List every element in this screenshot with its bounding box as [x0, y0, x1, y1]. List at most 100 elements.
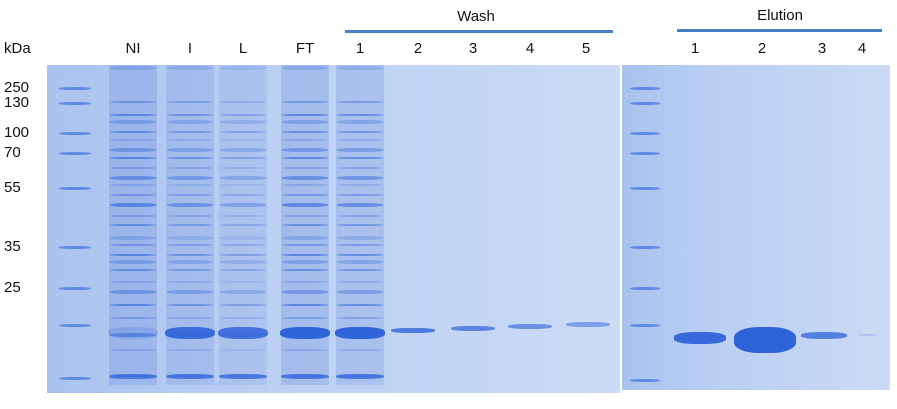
gel-band: [337, 349, 383, 351]
gel-band: [337, 184, 383, 186]
gel-band: [220, 148, 266, 152]
gel-band: [282, 131, 328, 133]
gel-band: [110, 317, 156, 319]
gel-left: [47, 65, 620, 393]
gel-band: [220, 290, 266, 294]
lane-label: 5: [581, 40, 591, 57]
gel-band: [337, 244, 383, 246]
gel-band: [167, 236, 213, 240]
lane-label: 4: [857, 40, 867, 57]
lane-label: NI: [125, 40, 141, 57]
marker-label: 35: [4, 238, 21, 255]
wash-label: Wash: [457, 8, 495, 25]
gel-band: [218, 327, 268, 339]
gel-band: [630, 186, 660, 190]
gel-band: [167, 139, 213, 141]
gel-right: [622, 65, 890, 390]
gel-band: [110, 101, 156, 103]
gel-band: [110, 281, 156, 283]
gel-band: [220, 317, 266, 319]
gel-band: [59, 245, 91, 249]
gel-band: [110, 290, 156, 294]
gel-band: [282, 269, 328, 271]
gel-band: [167, 304, 213, 306]
gel-band: [166, 373, 214, 379]
gel-band: [282, 194, 328, 196]
gel-band: [858, 334, 878, 336]
lane-label: 2: [413, 40, 423, 57]
lane-label: 3: [817, 40, 827, 57]
gel-band: [337, 176, 383, 180]
gel-band: [167, 131, 213, 133]
gel-band: [566, 321, 610, 327]
gel-band: [282, 184, 328, 186]
gel-band: [110, 215, 156, 217]
gel-band: [110, 224, 156, 226]
gel-band: [220, 157, 266, 159]
lane-label: I: [187, 40, 193, 57]
gel-band: [337, 254, 383, 256]
gel-band: [220, 131, 266, 133]
elution-label: Elution: [757, 7, 803, 24]
gel-band: [110, 120, 156, 124]
gel-band: [451, 325, 495, 331]
gel-band: [337, 66, 383, 70]
gel-band: [220, 215, 266, 217]
gel-band: [282, 304, 328, 306]
gel-band: [167, 269, 213, 271]
gel-band: [337, 236, 383, 240]
gel-band: [337, 224, 383, 226]
gel-band: [167, 157, 213, 159]
gel-band: [59, 323, 91, 327]
gel-band: [220, 203, 266, 207]
lane-label: 4: [525, 40, 535, 57]
gel-band: [337, 269, 383, 271]
gel-band: [282, 260, 328, 264]
gel-band: [336, 373, 384, 379]
gel-band: [337, 304, 383, 306]
gel-band: [337, 215, 383, 217]
gel-band: [59, 86, 91, 90]
gel-band: [630, 131, 660, 135]
gel-band: [337, 157, 383, 159]
gel-band: [167, 120, 213, 124]
gel-band: [337, 290, 383, 294]
gel-band: [220, 304, 266, 306]
wash-bracket: [345, 30, 613, 33]
gel-band: [282, 114, 328, 116]
lane-label: 1: [355, 40, 365, 57]
gel-band: [282, 66, 328, 70]
gel-band: [337, 203, 383, 207]
gel-band: [220, 139, 266, 141]
gel-band: [282, 317, 328, 319]
gel-band: [110, 254, 156, 256]
gel-band: [220, 260, 266, 264]
lane-label: 1: [690, 40, 700, 57]
marker-label: 70: [4, 144, 21, 161]
gel-band: [110, 139, 156, 141]
gel-band: [630, 286, 660, 290]
gel-band: [282, 148, 328, 152]
gel-band: [337, 194, 383, 196]
gel-band: [508, 323, 552, 329]
gel-band: [220, 194, 266, 196]
gel-band: [110, 184, 156, 186]
gel-band: [110, 114, 156, 116]
gel-band: [110, 194, 156, 196]
gel-band: [734, 327, 796, 353]
gel-band: [337, 120, 383, 124]
gel-band: [220, 224, 266, 226]
gel-band: [165, 327, 215, 339]
gel-band: [110, 260, 156, 264]
elution-bracket: [677, 29, 882, 32]
gel-band: [110, 167, 156, 169]
gel-band: [337, 317, 383, 319]
gel-band: [220, 236, 266, 240]
gel-band: [630, 378, 660, 382]
gel-band: [109, 373, 157, 379]
gel-band: [110, 236, 156, 240]
gel-band: [110, 349, 156, 351]
gel-band: [167, 194, 213, 196]
gel-band: [167, 66, 213, 70]
gel-band: [219, 373, 267, 379]
